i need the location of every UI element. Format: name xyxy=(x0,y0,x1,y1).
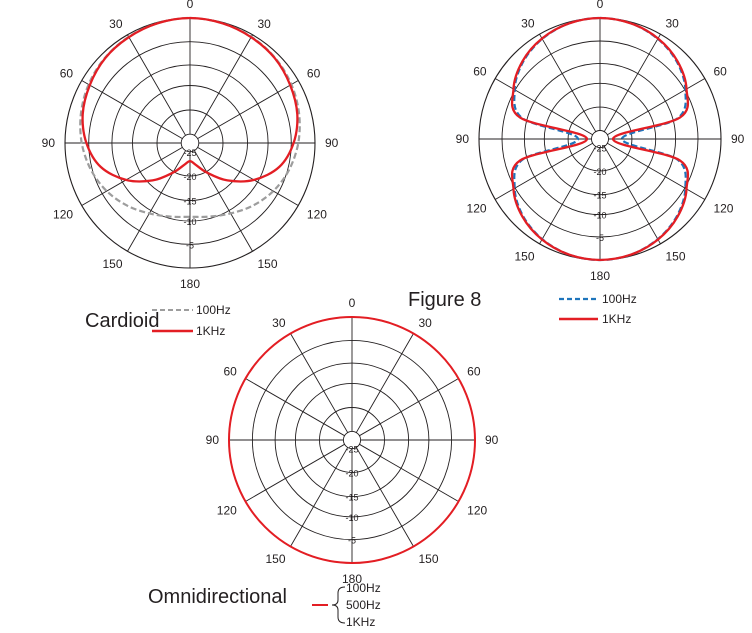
grid-spoke xyxy=(290,333,349,433)
angle-tick-label: 30 xyxy=(419,316,433,330)
grid-spoke xyxy=(494,142,593,200)
grid-spoke xyxy=(81,146,183,206)
grid-spoke xyxy=(603,146,661,245)
figure8-title: Figure 8 xyxy=(408,289,481,311)
legend-label-1khz: 1KHz xyxy=(602,312,631,326)
angle-tick-label: 90 xyxy=(42,136,56,150)
grid-spoke xyxy=(355,447,414,547)
grid-spoke xyxy=(539,146,597,245)
angle-tick-label: 120 xyxy=(467,504,487,518)
angle-tick-label: 30 xyxy=(666,17,680,31)
omnidirectional-title: Omnidirectional xyxy=(148,586,287,608)
angle-tick-label: 60 xyxy=(473,65,487,79)
angle-tick-label: 30 xyxy=(258,17,272,31)
grid-spoke xyxy=(193,34,253,136)
legend-label-500hz: 500Hz xyxy=(346,598,381,612)
angle-tick-label: 90 xyxy=(456,132,470,146)
angle-tick-label: 0 xyxy=(349,296,356,310)
ring-tick-label: -10 xyxy=(593,211,606,221)
angle-tick-label: 30 xyxy=(272,316,286,330)
grid-spoke xyxy=(245,378,345,437)
angle-tick-label: 120 xyxy=(217,504,237,518)
angle-tick-label: 0 xyxy=(187,0,194,11)
grid-spoke xyxy=(81,80,183,140)
ring-tick-label: -15 xyxy=(345,493,358,503)
ring-tick-label: -10 xyxy=(183,217,196,227)
series-curve-1khz xyxy=(228,316,476,564)
ring-tick-label: -15 xyxy=(183,197,196,207)
angle-tick-label: 60 xyxy=(713,65,727,79)
cardioid-legend: 100Hz 1KHz xyxy=(152,303,231,338)
grid-spoke xyxy=(603,33,661,132)
ring-tick-label: -5 xyxy=(348,536,356,546)
angle-tick-label: 0 xyxy=(597,0,604,11)
angle-tick-label: 120 xyxy=(307,208,327,222)
angle-tick-label: 90 xyxy=(206,433,220,447)
angle-tick-label: 90 xyxy=(731,132,745,146)
grid-spoke xyxy=(245,443,345,502)
grid-spoke xyxy=(494,78,593,136)
cardioid-title: Cardioid xyxy=(85,310,159,332)
series-curve-1khz xyxy=(81,16,299,183)
angle-tick-label: 120 xyxy=(467,202,487,216)
angle-tick-label: 60 xyxy=(307,67,321,81)
angle-tick-label: 150 xyxy=(419,552,439,566)
angle-tick-label: 150 xyxy=(102,257,122,271)
grid-spoke xyxy=(127,150,187,252)
ring-tick-label: -20 xyxy=(593,167,606,177)
legend-label-1khz: 1KHz xyxy=(346,615,375,629)
angle-tick-label: 60 xyxy=(223,365,237,379)
angle-tick-label: 90 xyxy=(325,136,339,150)
angle-tick-label: 90 xyxy=(485,433,499,447)
angle-tick-label: 120 xyxy=(53,208,73,222)
grid-spoke xyxy=(127,34,187,136)
grid-spoke xyxy=(359,443,459,502)
angle-tick-label: 60 xyxy=(60,67,74,81)
omnidirectional-polar-chart: 0 30 60 90 120 150 180 150 120 90 60 30 -25 -20 -15 -10… xyxy=(206,296,499,586)
legend-brace xyxy=(331,586,346,624)
omnidirectional-legend: 100Hz 500Hz 1KHz xyxy=(312,581,381,629)
ring-tick-label: -25 xyxy=(593,143,606,153)
angle-tick-label: 150 xyxy=(265,552,285,566)
grid-spoke xyxy=(197,80,299,140)
grid-ring xyxy=(342,430,362,450)
grid-spoke xyxy=(197,146,299,206)
legend-label-100hz: 100Hz xyxy=(196,303,231,317)
angle-tick-label: 30 xyxy=(521,17,535,31)
legend-label-100hz: 100Hz xyxy=(346,581,381,595)
angle-tick-label: 150 xyxy=(258,257,278,271)
legend-label-1khz: 1KHz xyxy=(196,324,225,338)
angle-tick-label: 180 xyxy=(180,277,200,291)
grid-spoke xyxy=(355,333,414,433)
angle-tick-label: 60 xyxy=(467,365,481,379)
figure8-legend: 100Hz 1KHz xyxy=(559,292,637,326)
grid-spoke xyxy=(290,447,349,547)
series-curve-100hz xyxy=(79,16,301,219)
angle-tick-label: 180 xyxy=(342,572,362,586)
ring-tick-label: -20 xyxy=(345,468,358,478)
cardioid-polar-chart: 0 30 60 90 120 150 180 150 120 90 60 30 -25 -20 -15 -10… xyxy=(42,0,339,291)
ring-tick-label: -15 xyxy=(593,191,606,201)
grid-spoke xyxy=(607,142,706,200)
angle-tick-label: 180 xyxy=(590,269,610,283)
series-curve-1khz xyxy=(510,16,690,262)
ring-tick-label: -10 xyxy=(345,513,358,523)
figure8-polar-chart: 0 30 60 90 120 150 180 150 120 90 60 30 -25 -20 -15 -10… xyxy=(456,0,745,283)
grid-spoke xyxy=(539,33,597,132)
legend-label-100hz: 100Hz xyxy=(602,292,637,306)
grid-spoke xyxy=(193,150,253,252)
ring-tick-label: -25 xyxy=(345,445,358,455)
angle-tick-label: 30 xyxy=(109,17,123,31)
grid-spoke xyxy=(359,378,459,437)
grid-spoke xyxy=(607,78,706,136)
ring-tick-label: -5 xyxy=(596,233,604,243)
ring-tick-label: -20 xyxy=(183,172,196,182)
angle-tick-label: 120 xyxy=(713,202,733,216)
angle-tick-label: 150 xyxy=(666,249,686,263)
angle-tick-label: 150 xyxy=(514,249,534,263)
ring-tick-label: -5 xyxy=(186,240,194,250)
ring-tick-label: -25 xyxy=(183,148,196,158)
